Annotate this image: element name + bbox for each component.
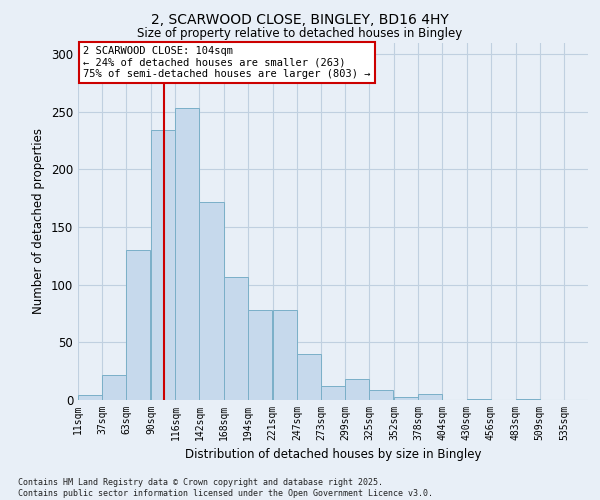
Text: 2, SCARWOOD CLOSE, BINGLEY, BD16 4HY: 2, SCARWOOD CLOSE, BINGLEY, BD16 4HY bbox=[151, 12, 449, 26]
Bar bbox=[273, 310, 297, 400]
Text: 2 SCARWOOD CLOSE: 104sqm
← 24% of detached houses are smaller (263)
75% of semi-: 2 SCARWOOD CLOSE: 104sqm ← 24% of detach… bbox=[83, 46, 371, 80]
Bar bbox=[515, 399, 540, 400]
Bar bbox=[102, 374, 126, 400]
Text: Size of property relative to detached houses in Bingley: Size of property relative to detached ho… bbox=[137, 28, 463, 40]
Bar bbox=[199, 202, 224, 400]
Bar bbox=[297, 354, 321, 400]
Bar bbox=[175, 108, 199, 400]
Bar bbox=[126, 250, 151, 400]
Bar bbox=[418, 394, 442, 400]
Text: Contains HM Land Registry data © Crown copyright and database right 2025.
Contai: Contains HM Land Registry data © Crown c… bbox=[18, 478, 433, 498]
X-axis label: Distribution of detached houses by size in Bingley: Distribution of detached houses by size … bbox=[185, 448, 481, 462]
Bar bbox=[394, 396, 418, 400]
Bar bbox=[345, 379, 369, 400]
Bar bbox=[467, 399, 491, 400]
Bar bbox=[321, 386, 345, 400]
Bar bbox=[224, 276, 248, 400]
Bar bbox=[369, 390, 393, 400]
Bar bbox=[151, 130, 175, 400]
Bar bbox=[248, 310, 272, 400]
Bar bbox=[78, 396, 102, 400]
Y-axis label: Number of detached properties: Number of detached properties bbox=[32, 128, 46, 314]
